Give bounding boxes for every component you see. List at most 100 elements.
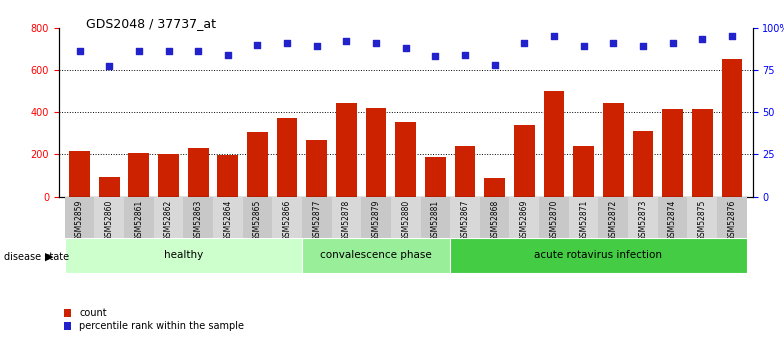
Point <box>726 33 739 39</box>
Text: GSM52869: GSM52869 <box>520 200 529 242</box>
Bar <box>158 155 179 197</box>
Bar <box>277 118 297 197</box>
Text: GSM52879: GSM52879 <box>372 200 380 242</box>
Text: GSM52865: GSM52865 <box>253 200 262 242</box>
Bar <box>633 131 653 197</box>
Bar <box>213 197 242 238</box>
Point <box>399 45 412 51</box>
Bar <box>658 197 688 238</box>
Point <box>222 52 234 57</box>
Text: acute rotavirus infection: acute rotavirus infection <box>535 250 662 260</box>
Bar <box>514 125 535 197</box>
Text: GDS2048 / 37737_at: GDS2048 / 37737_at <box>86 17 216 30</box>
Bar <box>480 197 510 238</box>
Point <box>340 38 353 44</box>
Text: GSM52859: GSM52859 <box>75 200 84 242</box>
Bar <box>99 177 120 197</box>
Bar <box>272 197 302 238</box>
Bar <box>598 197 628 238</box>
Text: GSM52860: GSM52860 <box>105 200 114 242</box>
Text: GSM52878: GSM52878 <box>342 200 351 241</box>
Text: convalescence phase: convalescence phase <box>320 250 432 260</box>
Bar <box>628 197 658 238</box>
Text: GSM52873: GSM52873 <box>638 200 648 242</box>
Bar <box>539 197 569 238</box>
Bar <box>543 91 564 197</box>
Bar <box>124 197 154 238</box>
Text: GSM52862: GSM52862 <box>164 200 173 241</box>
Text: GSM52881: GSM52881 <box>431 200 440 241</box>
Point <box>310 43 323 49</box>
Text: GSM52868: GSM52868 <box>490 200 499 241</box>
Bar <box>688 197 717 238</box>
Text: GSM52861: GSM52861 <box>134 200 143 241</box>
Bar <box>129 153 149 197</box>
Text: ▶: ▶ <box>45 252 53 262</box>
Text: GSM52880: GSM52880 <box>401 200 410 241</box>
Point <box>488 62 501 68</box>
Point <box>251 42 263 47</box>
Bar <box>721 59 742 197</box>
Point <box>103 64 115 69</box>
Bar <box>69 151 90 197</box>
Bar <box>188 148 209 197</box>
Bar <box>302 197 332 238</box>
Text: GSM52867: GSM52867 <box>460 200 470 242</box>
Point <box>192 49 205 54</box>
Point <box>637 43 649 49</box>
Bar <box>183 197 213 238</box>
Point <box>607 40 619 46</box>
Bar <box>361 197 391 238</box>
Text: GSM52870: GSM52870 <box>550 200 558 242</box>
Text: GSM52863: GSM52863 <box>194 200 202 242</box>
Text: GSM52866: GSM52866 <box>282 200 292 242</box>
Point <box>518 40 531 46</box>
Point <box>459 52 471 57</box>
Bar <box>65 238 302 273</box>
Text: GSM52864: GSM52864 <box>223 200 232 242</box>
Bar <box>485 178 505 197</box>
Text: GSM52875: GSM52875 <box>698 200 706 242</box>
Point <box>666 40 679 46</box>
Bar <box>395 122 416 197</box>
Bar <box>217 156 238 197</box>
Legend: count, percentile rank within the sample: count, percentile rank within the sample <box>64 308 245 332</box>
Bar <box>425 157 446 197</box>
Point <box>429 53 441 59</box>
Bar <box>691 109 713 197</box>
Bar <box>450 197 480 238</box>
Bar <box>420 197 450 238</box>
Point <box>370 40 383 46</box>
Point <box>132 49 145 54</box>
Bar <box>455 146 475 197</box>
Point <box>162 49 175 54</box>
Bar <box>307 140 327 197</box>
Bar <box>247 132 268 197</box>
Text: GSM52872: GSM52872 <box>609 200 618 241</box>
Bar <box>302 238 450 273</box>
Bar <box>569 197 598 238</box>
Bar <box>603 102 623 197</box>
Text: GSM52877: GSM52877 <box>312 200 321 242</box>
Bar <box>510 197 539 238</box>
Point <box>696 37 709 42</box>
Bar <box>365 108 387 197</box>
Bar <box>65 197 94 238</box>
Bar <box>242 197 272 238</box>
Point <box>73 49 85 54</box>
Text: healthy: healthy <box>164 250 203 260</box>
Point <box>281 40 293 46</box>
Text: GSM52876: GSM52876 <box>728 200 736 242</box>
Text: GSM52871: GSM52871 <box>579 200 588 241</box>
Point <box>548 33 561 39</box>
Bar <box>154 197 183 238</box>
Bar <box>336 102 357 197</box>
Bar <box>94 197 124 238</box>
Bar <box>332 197 361 238</box>
Text: GSM52874: GSM52874 <box>668 200 677 242</box>
Bar <box>573 146 594 197</box>
Bar <box>662 109 683 197</box>
Point <box>577 43 590 49</box>
Text: disease state: disease state <box>4 252 69 262</box>
Bar <box>391 197 420 238</box>
